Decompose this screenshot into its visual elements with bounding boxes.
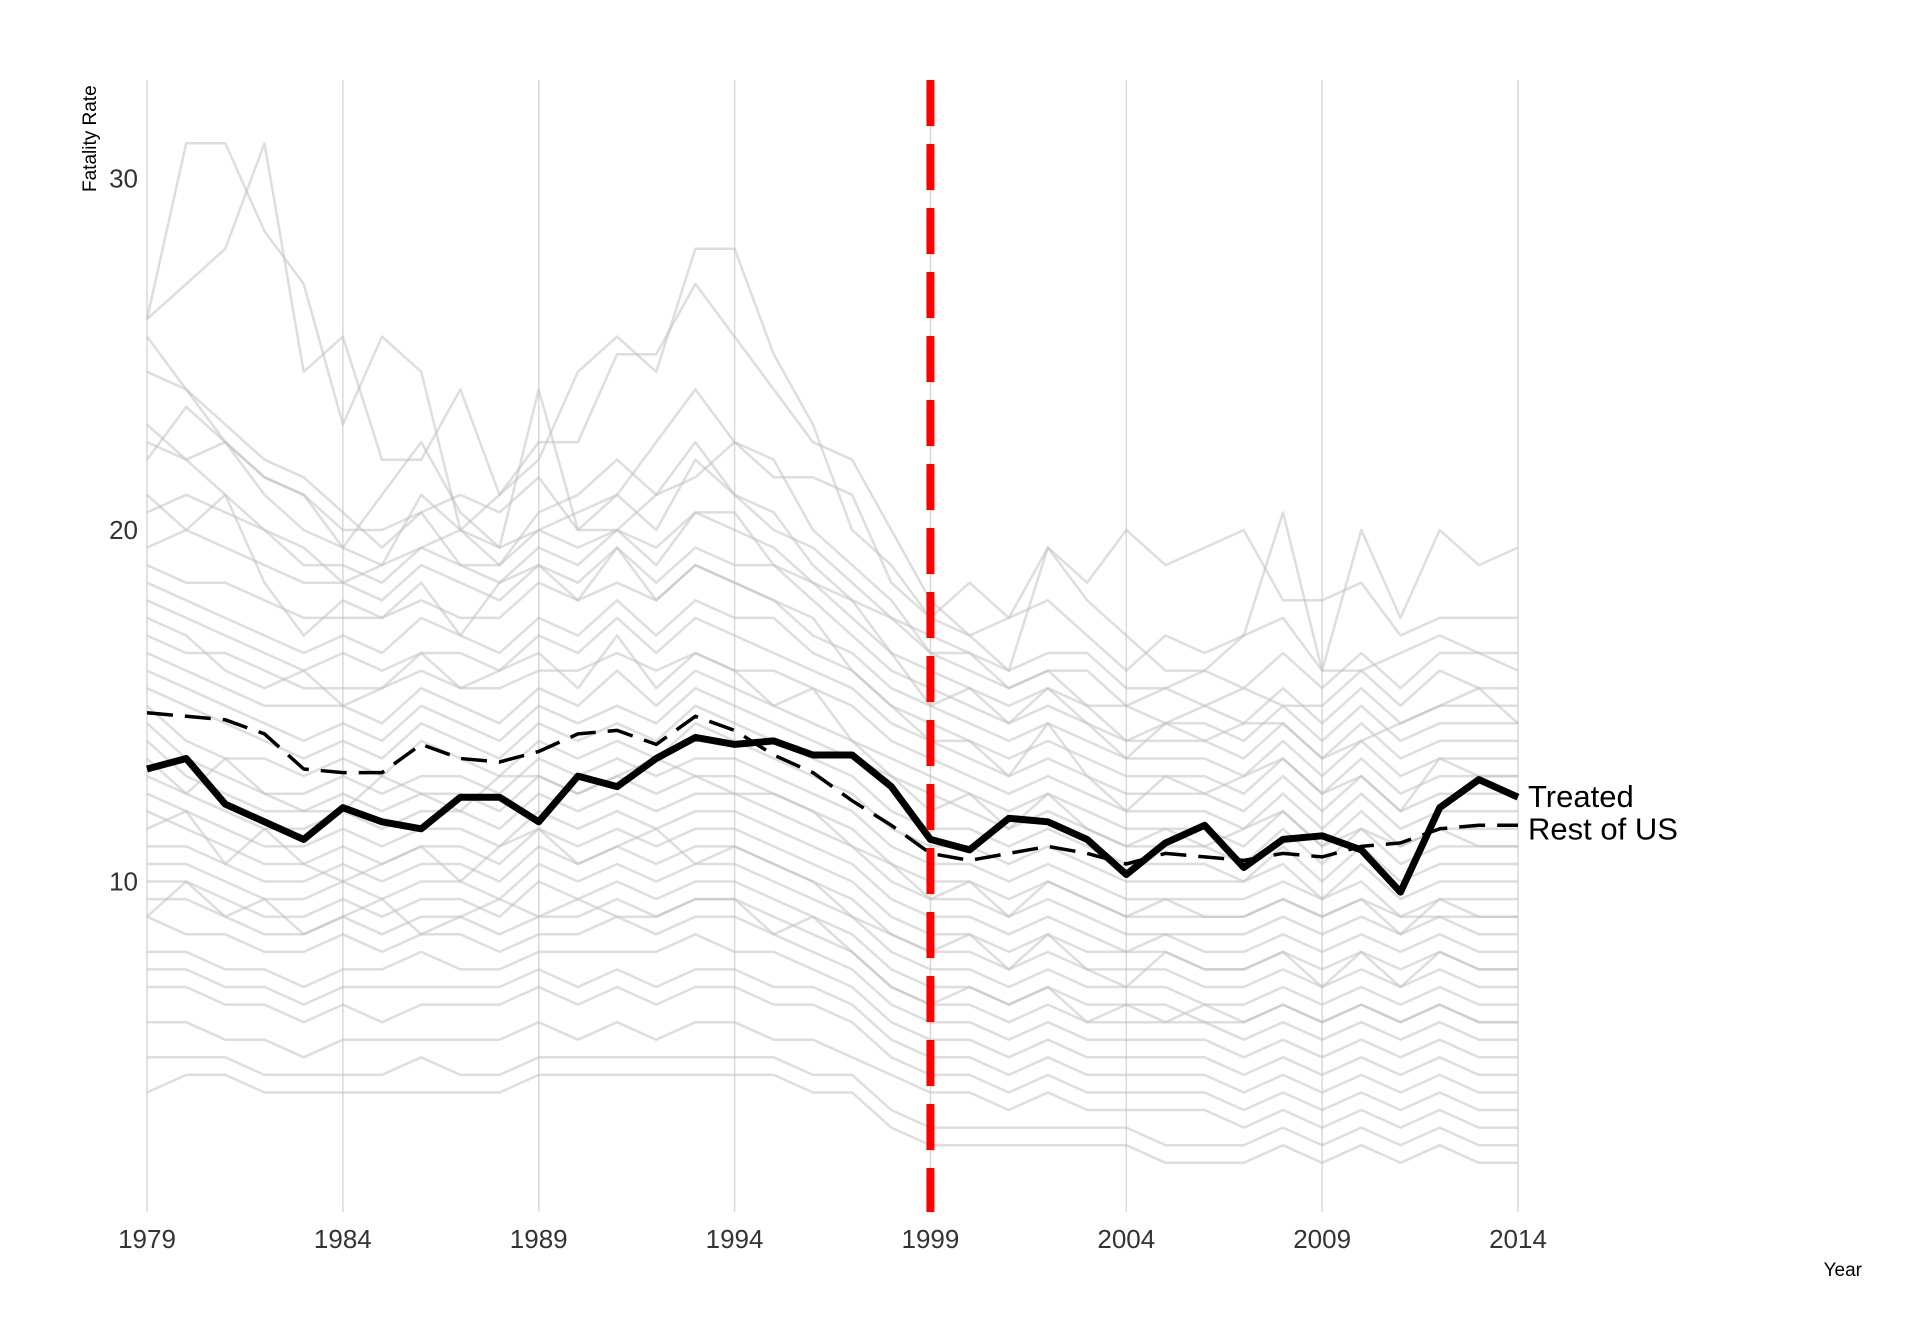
x-tick-1999: 1999	[902, 1224, 960, 1254]
state-line-20	[146, 792, 1518, 954]
x-tick-1994: 1994	[706, 1224, 764, 1254]
state-line-38	[146, 880, 1518, 1024]
state-line-22	[147, 845, 1518, 989]
state-line-4	[146, 370, 1519, 690]
state-line-31	[147, 1056, 1518, 1147]
state-line-17	[146, 722, 1518, 918]
y-axis-title: Fatality Rate	[80, 85, 101, 192]
state-line-25	[147, 897, 1518, 1041]
state-line-33	[146, 423, 1519, 760]
x-tick-2014: 2014	[1489, 1224, 1547, 1254]
x-tick-2004: 2004	[1097, 1224, 1155, 1254]
state-line-35	[146, 616, 1518, 848]
y-tick-30: 30	[109, 163, 138, 193]
state-line-12	[146, 634, 1518, 831]
state-line-28	[147, 968, 1518, 1094]
state-line-27	[147, 933, 1518, 1077]
background-state-lines	[145, 142, 1519, 1165]
x-axis-title: Year	[1824, 1260, 1863, 1281]
state-line-2	[146, 142, 1519, 672]
state-line-3	[145, 335, 1518, 672]
state-line-6	[146, 440, 1518, 725]
state-line-21	[146, 810, 1518, 971]
main-series-lines	[146, 711, 1520, 896]
state-line-32	[146, 1073, 1518, 1165]
x-tick-1979: 1979	[118, 1224, 176, 1254]
state-line-30	[147, 1020, 1518, 1129]
treated-line	[146, 733, 1520, 896]
x-axis-tick-labels: 1979 1984 1989 1994 1999 2004 2009 2014	[118, 1224, 1547, 1254]
state-line-37	[146, 809, 1518, 989]
series-label-treated: Treated	[1528, 779, 1634, 814]
state-line-19	[146, 774, 1518, 936]
state-line-5	[145, 405, 1518, 708]
x-tick-2009: 2009	[1293, 1224, 1351, 1254]
x-tick-1984: 1984	[314, 1224, 372, 1254]
state-line-34	[146, 493, 1518, 813]
x-tick-1989: 1989	[510, 1224, 568, 1254]
state-line-7	[146, 493, 1518, 743]
y-tick-20: 20	[109, 515, 138, 545]
state-line-26	[146, 915, 1518, 1059]
y-tick-10: 10	[109, 867, 138, 897]
state-line-29	[147, 985, 1518, 1112]
vertical-gridlines	[146, 80, 1519, 1212]
rest-of-us-line	[146, 711, 1518, 866]
state-line-14	[146, 669, 1518, 866]
state-line-36	[146, 757, 1518, 936]
state-line-11	[146, 599, 1518, 813]
state-line-1	[145, 142, 1518, 672]
y-axis-tick-labels: 10 20 30	[109, 163, 138, 896]
state-line-23	[147, 862, 1518, 1006]
series-label-rest-of-us: Rest of US	[1528, 811, 1678, 846]
